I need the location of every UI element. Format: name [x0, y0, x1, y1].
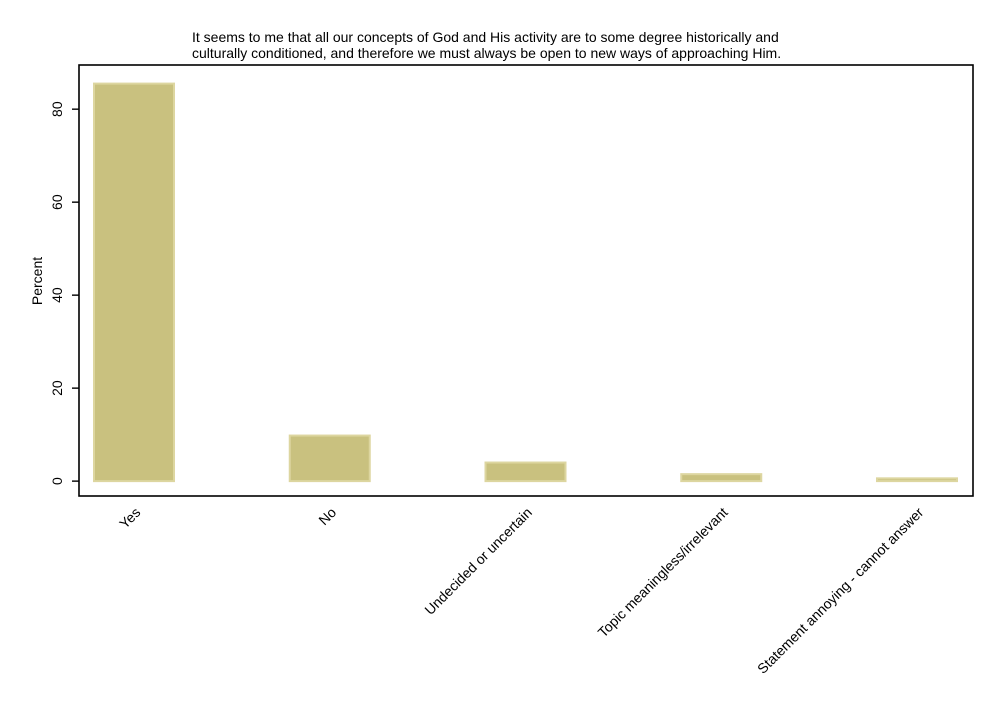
y-tick-label: 60	[49, 194, 65, 210]
y-tick-label: 40	[49, 287, 65, 303]
x-tick-label: No	[315, 504, 339, 528]
x-tick-label: Statement annoying - cannot answer	[754, 504, 927, 677]
y-tick-label: 80	[49, 101, 65, 117]
x-axis: Yes No Undecided or uncertain Topic meaning…	[116, 504, 927, 677]
y-axis-label: Percent	[29, 257, 45, 305]
y-tick-label: 20	[49, 380, 65, 396]
x-tick-label: Yes	[116, 504, 143, 531]
bar-topic-meaningless-irrelevant	[680, 473, 763, 483]
x-tick-label: Topic meaningless/irrelevant	[595, 504, 731, 640]
bar-no	[288, 434, 371, 483]
bar-statement-annoying-cannot-answer	[876, 477, 958, 483]
chart-title-line-2: culturally conditioned, and therefore we…	[192, 45, 781, 61]
bars-group	[93, 82, 958, 483]
bar-undecided-or-uncertain	[484, 461, 567, 483]
chart-title-line-1: It seems to me that all our concepts of …	[192, 29, 779, 45]
y-tick-label: 0	[49, 477, 65, 485]
plot-frame	[78, 64, 974, 497]
bar-yes	[93, 82, 175, 483]
x-tick-label: Undecided or uncertain	[421, 504, 535, 618]
y-axis: 0 20 40 60 80	[49, 101, 79, 485]
